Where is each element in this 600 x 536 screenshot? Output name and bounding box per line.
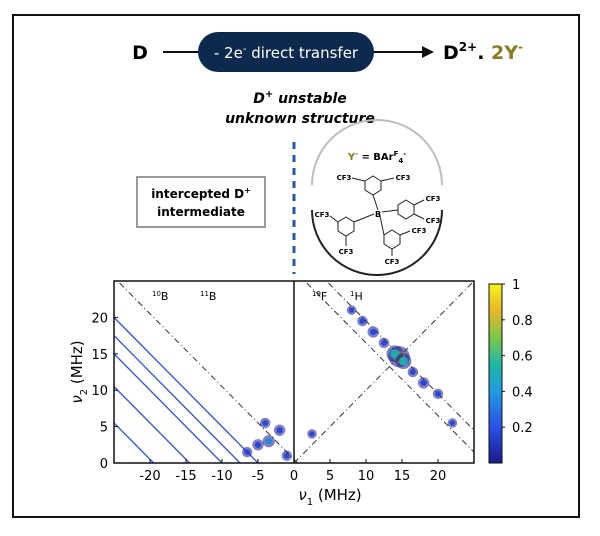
correlation-peak-core bbox=[262, 420, 269, 426]
correlation-peak-core bbox=[276, 427, 283, 434]
nuclear-frequency-line bbox=[114, 316, 259, 463]
nucleus-label: 11B bbox=[200, 290, 216, 303]
x-tick-label: 0 bbox=[290, 469, 298, 484]
correlation-peak-core bbox=[370, 328, 377, 336]
intercepted-line-1: intercepted D+ bbox=[151, 186, 251, 201]
correlation-peak-core bbox=[420, 379, 427, 387]
x-tick-label: -5 bbox=[252, 469, 265, 484]
cf3-label: CF3 bbox=[315, 211, 330, 219]
anion-arc-top bbox=[311, 119, 443, 186]
anion-arc-bottom bbox=[311, 209, 443, 276]
aryl-ring bbox=[383, 229, 401, 250]
aryl-ring bbox=[397, 199, 415, 220]
nuclear-frequency-line bbox=[114, 352, 223, 463]
cf3-label: CF3 bbox=[396, 174, 411, 182]
x-tick-label: 10 bbox=[358, 469, 375, 484]
correlation-peak-core bbox=[390, 349, 400, 359]
nucleus-label: 19F bbox=[312, 290, 327, 303]
y-axis-label: ν2 (MHz) bbox=[68, 340, 90, 403]
nuclear-frequency-line bbox=[114, 334, 241, 463]
correlation-peak-core bbox=[435, 390, 441, 397]
y-tick-label: 5 bbox=[100, 421, 108, 436]
x-axis-label: ν1 (MHz) bbox=[298, 486, 361, 508]
unstable-line-2: unknown structure bbox=[225, 111, 375, 127]
correlation-peak-core bbox=[283, 452, 290, 459]
cf3-label: CF3 bbox=[385, 258, 400, 266]
cf3-label: CF3 bbox=[426, 217, 441, 225]
correlation-peak-core bbox=[265, 437, 273, 445]
cf3-label: CF3 bbox=[412, 227, 427, 235]
colorbar-tick-label: 0.4 bbox=[512, 385, 533, 400]
colorbar-tick-label: 0.8 bbox=[512, 314, 533, 329]
anion-definition: Y- = BArF4- bbox=[347, 150, 406, 165]
nucleus-label: 10B bbox=[152, 290, 168, 303]
x-tick-label: 20 bbox=[430, 469, 447, 484]
correlation-peak-core bbox=[409, 369, 416, 375]
aryl-rings bbox=[329, 175, 425, 256]
y-tick-label: 20 bbox=[91, 311, 108, 326]
transfer-pill bbox=[198, 32, 374, 72]
cf3-label: CF3 bbox=[337, 174, 352, 182]
figure-frame bbox=[12, 14, 580, 518]
anion-structure: Y- = BArF4- B CF3 CF3 CF3 CF3 CF3 bbox=[311, 119, 443, 276]
correlation-peak-core bbox=[348, 307, 355, 313]
y-tick-label: 10 bbox=[91, 384, 108, 399]
correlation-peak-core bbox=[254, 441, 262, 448]
colorbar-tick-label: 0.6 bbox=[512, 350, 533, 365]
arrow-head-icon bbox=[422, 46, 434, 58]
x-tick-label: -10 bbox=[211, 469, 232, 484]
nucleus-label: 1H bbox=[350, 290, 363, 303]
nuclear-frequency-line bbox=[114, 385, 191, 463]
x-tick-label: 15 bbox=[394, 469, 411, 484]
correlation-peak-core bbox=[309, 431, 315, 437]
reactant-label: D bbox=[132, 42, 148, 64]
boron-label: B bbox=[375, 210, 381, 219]
unstable-line-1: D+ unstable bbox=[253, 89, 347, 107]
cf3-label: CF3 bbox=[339, 248, 354, 256]
x-tick-label: -20 bbox=[139, 469, 160, 484]
correlation-peak-core bbox=[399, 356, 408, 366]
colorbar bbox=[488, 283, 503, 464]
intercepted-line-2: intermediate bbox=[157, 205, 245, 219]
correlation-peak-core bbox=[244, 449, 251, 455]
x-tick-label: 5 bbox=[326, 469, 334, 484]
aryl-ring bbox=[364, 175, 382, 196]
y-tick-label: 0 bbox=[100, 457, 108, 472]
cf3-label: CF3 bbox=[426, 195, 441, 203]
intercepted-box bbox=[136, 176, 266, 228]
correlation-peak-core bbox=[359, 318, 366, 324]
colorbar-tick-label: 0.2 bbox=[512, 421, 533, 436]
product-label: D2+. 2Y- bbox=[443, 40, 523, 64]
correlation-peak-core bbox=[449, 420, 456, 426]
x-tick-label: -15 bbox=[175, 469, 196, 484]
transfer-label: - 2e- direct transfer bbox=[214, 44, 359, 62]
colorbar-tick-label: 1 bbox=[512, 278, 520, 293]
correlation-peak-core bbox=[381, 339, 387, 346]
aryl-ring bbox=[337, 216, 355, 237]
reaction-scheme: D - 2e- direct transfer D2+. 2Y- D+ unst… bbox=[132, 32, 523, 274]
y-tick-label: 15 bbox=[91, 348, 108, 363]
